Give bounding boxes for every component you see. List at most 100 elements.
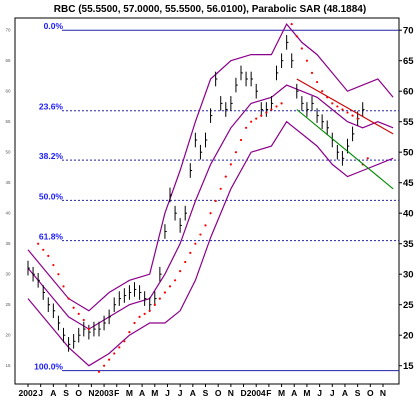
y-tick-label-right: 20 (403, 331, 414, 342)
sar-dot (194, 242, 197, 245)
sar-dot (37, 242, 40, 245)
sar-dot (62, 285, 65, 288)
y-tick-label-right: 30 (403, 270, 414, 281)
x-tick-label: F (114, 388, 119, 398)
y-axis: 15 20 25 30 35 40 45 50 55 60 65 70 15 20 25 30 35 40 45 50… (5, 26, 414, 373)
sar-dot (47, 254, 50, 257)
sar-dot (295, 35, 298, 38)
sar-dot (57, 273, 60, 276)
sar-dot (214, 199, 217, 203)
sar-dot (234, 151, 238, 154)
x-tick-label: J (165, 388, 170, 398)
band-upper (27, 23, 394, 312)
y-tick-label-right: 65 (403, 56, 414, 67)
sar-dot (102, 364, 106, 367)
sar-dot (229, 163, 232, 166)
sar-dot (280, 102, 283, 105)
sar-dot (244, 126, 248, 129)
x-tick-label: S (355, 388, 361, 398)
sar-dot (219, 187, 222, 190)
y-tick-label-left: 35 (5, 241, 11, 246)
x-tick-label: O (215, 388, 222, 398)
y-tick-label-right: 25 (403, 300, 414, 311)
x-tick-label: J (178, 388, 183, 398)
sar-dot (366, 157, 369, 160)
y-tick-label-right: 35 (403, 239, 414, 250)
sar-dot (265, 111, 268, 114)
sar-dot (300, 47, 303, 50)
x-tick-label: S (63, 388, 69, 398)
x-tick-label: A (291, 388, 297, 398)
y-tick-label-right: 50 (403, 148, 414, 159)
sar-dot (179, 270, 182, 273)
sar-dot (158, 297, 161, 300)
sar-dot (189, 251, 192, 254)
x-tick-label: A (190, 388, 196, 398)
x-tick-label: D (240, 388, 246, 398)
sar-dot (260, 114, 263, 117)
sar-dot (315, 80, 319, 84)
y-tick-label-left: 45 (5, 180, 11, 185)
x-tick-label: A (139, 388, 145, 398)
sar-dot (138, 315, 141, 318)
x-tick-label: M (278, 388, 285, 398)
x-tick-label: A (342, 388, 348, 398)
sar-dot (168, 285, 172, 288)
sar-dot (163, 291, 167, 294)
sar-dot (52, 263, 55, 267)
x-tick-label: 2002 (19, 388, 38, 398)
band-lower (27, 120, 394, 367)
y-tick-label-right: 45 (403, 178, 414, 189)
x-tick-label: J (330, 388, 335, 398)
sar-dot (356, 117, 359, 120)
sar-dot (321, 90, 324, 93)
sar-dot (346, 111, 349, 114)
fib-label: 23.6% (39, 102, 64, 112)
trendline (296, 109, 394, 190)
sar-dot (184, 260, 187, 264)
y-tick-label-left: 20 (5, 333, 11, 338)
x-tick-label: O (367, 388, 374, 398)
sar-dot (209, 212, 212, 215)
sar-dot (351, 114, 354, 117)
y-tick-label-right: 15 (403, 361, 414, 372)
sar-dot (224, 175, 227, 178)
x-tick-label: J (317, 388, 322, 398)
y-tick-label-right: 55 (403, 117, 414, 128)
sar-dot (204, 224, 207, 227)
sar-dot (239, 138, 243, 142)
y-tick-label-left: 50 (5, 150, 11, 155)
fib-label: 100.0% (34, 362, 63, 372)
sar-dot (270, 108, 273, 111)
sar-dot (87, 328, 90, 331)
y-tick-label-left: 65 (5, 58, 11, 63)
sar-dot (72, 306, 75, 309)
sar-dot (77, 312, 80, 315)
sar-dot (290, 23, 293, 26)
sar-dot (305, 59, 309, 62)
x-axis: 2002 J A S O N 2003 F M A M J J A S O N D 2004 F M A M J J A S O N (19, 384, 386, 398)
y-tick-label-left: 55 (5, 119, 11, 124)
y-tick-label-right: 70 (403, 26, 414, 37)
trendlines (296, 78, 394, 190)
fib-label: 0.0% (44, 21, 64, 31)
x-tick-label: 2003 (95, 388, 114, 398)
x-tick-label: M (303, 388, 310, 398)
sar-dot (97, 370, 101, 373)
sar-dot (341, 108, 344, 111)
fib-label: 38.2% (39, 151, 64, 161)
chart-title: RBC (55.5500, 57.0000, 55.5500, 56.0100)… (54, 4, 366, 15)
sar-dot (250, 120, 253, 123)
y-tick-label-left: 60 (5, 89, 11, 94)
sar-dot (148, 309, 151, 312)
x-tick-label: J (38, 388, 43, 398)
sar-dot (275, 105, 278, 108)
x-tick-label: A (50, 388, 56, 398)
sar-dot (310, 71, 314, 74)
sar-dot (199, 233, 202, 236)
x-tick-label: N (228, 388, 234, 398)
sar-dot (123, 340, 126, 343)
sar-dot (128, 331, 131, 334)
x-tick-label: 2004 (247, 388, 266, 398)
